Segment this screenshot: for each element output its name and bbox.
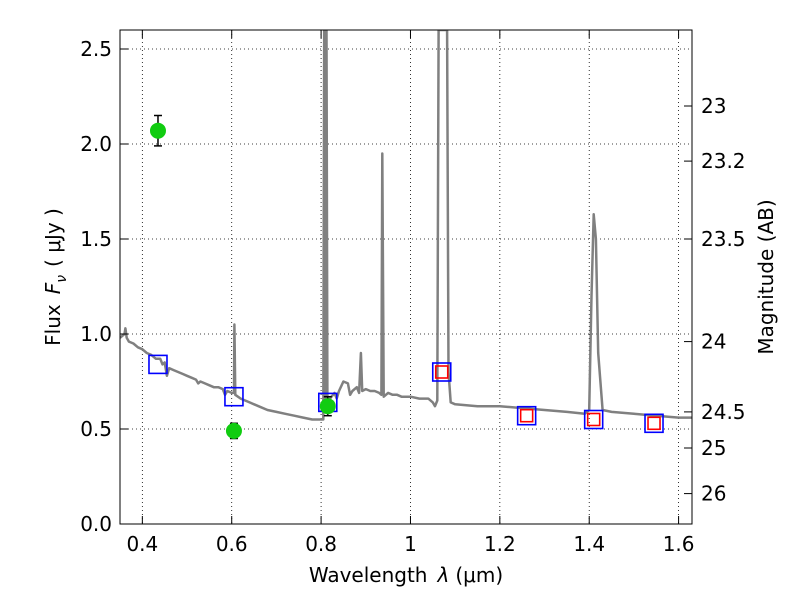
y2-tick-label: 25 (701, 436, 726, 460)
plot-area (120, 30, 692, 524)
observed-point (319, 398, 336, 415)
plot-frame (119, 29, 693, 525)
model-band-square (583, 409, 604, 430)
y2-tick-label: 23.2 (701, 149, 746, 173)
x-tick-label: 0.4 (126, 532, 158, 556)
model-band-square (431, 362, 452, 382)
observed-band-square (434, 365, 449, 379)
y2-tick-label: 26 (701, 482, 726, 506)
x-tick-label: 1.4 (573, 532, 605, 556)
model-band-square (644, 413, 664, 434)
y2-tick-label: 23 (701, 94, 726, 118)
data-layer (120, 30, 692, 440)
y-tick-label: 2.0 (80, 132, 112, 156)
model-band-square (148, 354, 168, 375)
observed-band-square (519, 408, 534, 423)
y-tick-label: 2.5 (80, 37, 112, 61)
y-tick-label: 1.0 (80, 322, 112, 346)
y2-tick-label: 24.5 (701, 400, 746, 424)
model-band-square (224, 386, 244, 407)
y2-tick-label: 24 (701, 330, 726, 354)
observed-point (225, 422, 242, 439)
y-tick-label: 1.5 (80, 227, 112, 251)
y-tick-label: 0.5 (80, 417, 112, 441)
y-axis-label: FluxFν( μJy ) (41, 208, 70, 346)
x-tick-label: 1 (404, 532, 417, 556)
x-tick-label: 1.2 (484, 532, 516, 556)
x-tick-label: 0.6 (216, 532, 248, 556)
observed-band-square (647, 416, 661, 431)
x-tick-label: 1.6 (663, 532, 695, 556)
y2-tick-label: 23.5 (701, 227, 746, 251)
y2-axis-label: Magnitude (AB) (754, 199, 778, 354)
x-tick-label: 0.8 (305, 532, 337, 556)
model-spectrum-line (120, 30, 692, 421)
observed-band-square (586, 412, 601, 427)
model-band-square (516, 405, 537, 426)
ticks: 0.4 0.6 0.8 1 1.2 1.4 1.6 0.0 0.5 1.0 1.5 2.0 2.5 23 2… (80, 30, 746, 556)
y-tick-label: 0.0 (80, 512, 112, 536)
x-axis-label: Wavelength λ (μm) (309, 563, 503, 587)
observed-point (149, 122, 166, 139)
